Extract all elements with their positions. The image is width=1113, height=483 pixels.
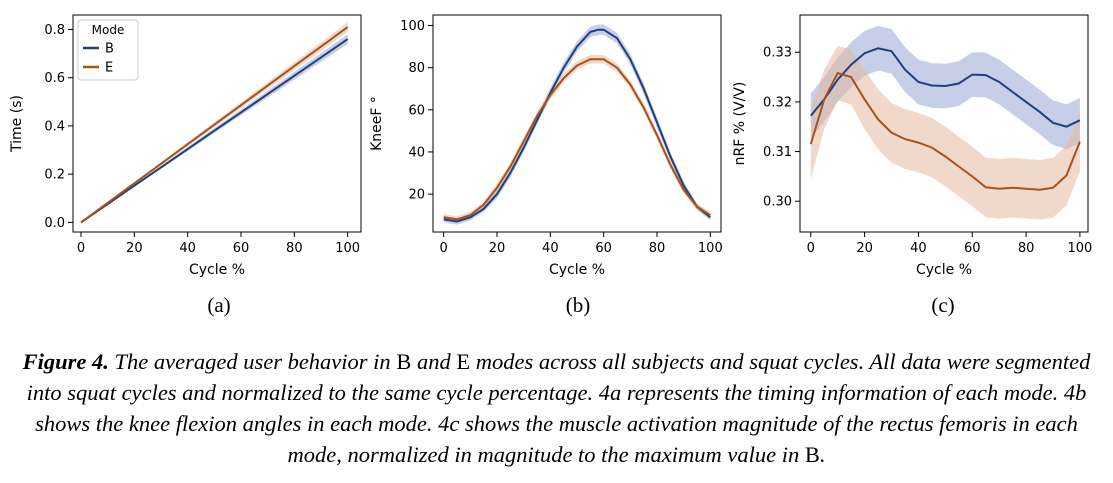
legend-title: Mode (92, 23, 125, 37)
x-tick-label: 80 (1018, 241, 1035, 256)
series-line-B (80, 38, 349, 224)
plot-frame (432, 14, 722, 233)
y-tick-label: 0.0 (44, 216, 65, 231)
caption-text: . (819, 442, 826, 467)
y-axis-label: nRF % (V/V) (732, 82, 748, 166)
x-tick-label: 0 (807, 241, 815, 256)
series-band-B (810, 25, 1080, 150)
x-tick-label: 20 (856, 241, 873, 256)
x-tick-label: 100 (698, 241, 723, 256)
series-band-E (810, 45, 1080, 220)
y-tick-label: 0.33 (763, 46, 792, 61)
legend: Mode BE (77, 19, 139, 81)
x-tick-label: 20 (126, 241, 143, 256)
x-axis-label: Cycle % (916, 262, 972, 278)
y-tick-label: 60 (408, 103, 425, 118)
caption-mode-name: B (396, 349, 412, 374)
caption-text: and (411, 349, 457, 374)
x-tick-label: 40 (179, 241, 196, 256)
y-tick-label: 20 (408, 188, 425, 203)
x-axis-label: Cycle % (189, 262, 245, 278)
caption-label: Figure 4. (22, 349, 109, 374)
series-band-E (443, 55, 711, 223)
y-tick-label: 80 (408, 61, 425, 76)
y-tick-label: 0.8 (44, 23, 65, 38)
chart-panel-a: 0 20 40 60 80 100 0.0 0.2 0.4 0.6 0.8 Cycle % Time (… (9, 14, 362, 317)
x-tick-label: 40 (542, 241, 559, 256)
panel-label-b: (b) (566, 293, 591, 317)
y-tick-label: 40 (408, 145, 425, 160)
series-line-B (443, 28, 711, 223)
figure: 0 20 40 60 80 100 0.0 0.2 0.4 0.6 0.8 Cycle % Time (… (9, 14, 1093, 317)
series-line-E (809, 71, 1081, 191)
y-tick-label: 0.6 (44, 71, 65, 86)
x-tick-label: 60 (595, 241, 612, 256)
x-axis-label: Cycle % (549, 262, 605, 278)
x-tick-label: 0 (440, 241, 448, 256)
chart-panel-b: 0 20 40 60 80 100 20 40 60 80 100 Cycle % KneeF ° (b) (369, 14, 723, 317)
legend-box (77, 19, 139, 81)
series-line-B (810, 47, 1081, 128)
caption-text: modes across all subjects and squat cycl… (26, 349, 1091, 467)
y-tick-label: 100 (400, 19, 425, 34)
x-tick-label: 80 (649, 241, 666, 256)
y-tick-label: 0.32 (763, 95, 792, 110)
y-tick-label: 0.2 (44, 168, 65, 183)
y-tick-label: 0.4 (44, 119, 65, 134)
caption-text: The averaged user behavior in (114, 349, 397, 374)
y-tick-label: 0.31 (763, 145, 792, 160)
caption-mode-name: B (804, 442, 820, 467)
caption-body: The averaged user behavior in B and E mo… (27, 349, 1091, 467)
x-tick-label: 20 (489, 241, 506, 256)
series-line-E (80, 26, 349, 224)
x-tick-label: 40 (910, 241, 927, 256)
panel-label-c: (c) (931, 293, 954, 317)
x-tick-label: 100 (335, 241, 360, 256)
legend-entry-E: E (105, 61, 113, 76)
y-axis-label: KneeF ° (369, 96, 385, 151)
legend-entry-B: B (105, 42, 114, 57)
x-tick-label: 60 (964, 241, 981, 256)
y-tick-label: 0.30 (763, 195, 792, 210)
y-axis-label: Time (s) (9, 95, 25, 153)
figure-caption: Figure 4. The averaged user behavior in … (10, 346, 1103, 470)
x-tick-label: 60 (233, 241, 250, 256)
plot-frame (799, 14, 1089, 233)
x-tick-label: 80 (286, 241, 303, 256)
chart-panel-c: 0 20 40 60 80 100 0.30 0.31 0.32 0.33 Cycle % nRF %… (732, 14, 1093, 317)
caption-mode-name: E (456, 349, 471, 374)
panel-label-a: (a) (207, 293, 230, 317)
x-tick-label: 100 (1068, 241, 1093, 256)
plot-frame (72, 14, 362, 233)
series-line-E (443, 58, 711, 221)
series-band-B (443, 24, 711, 225)
x-tick-label: 0 (77, 241, 85, 256)
